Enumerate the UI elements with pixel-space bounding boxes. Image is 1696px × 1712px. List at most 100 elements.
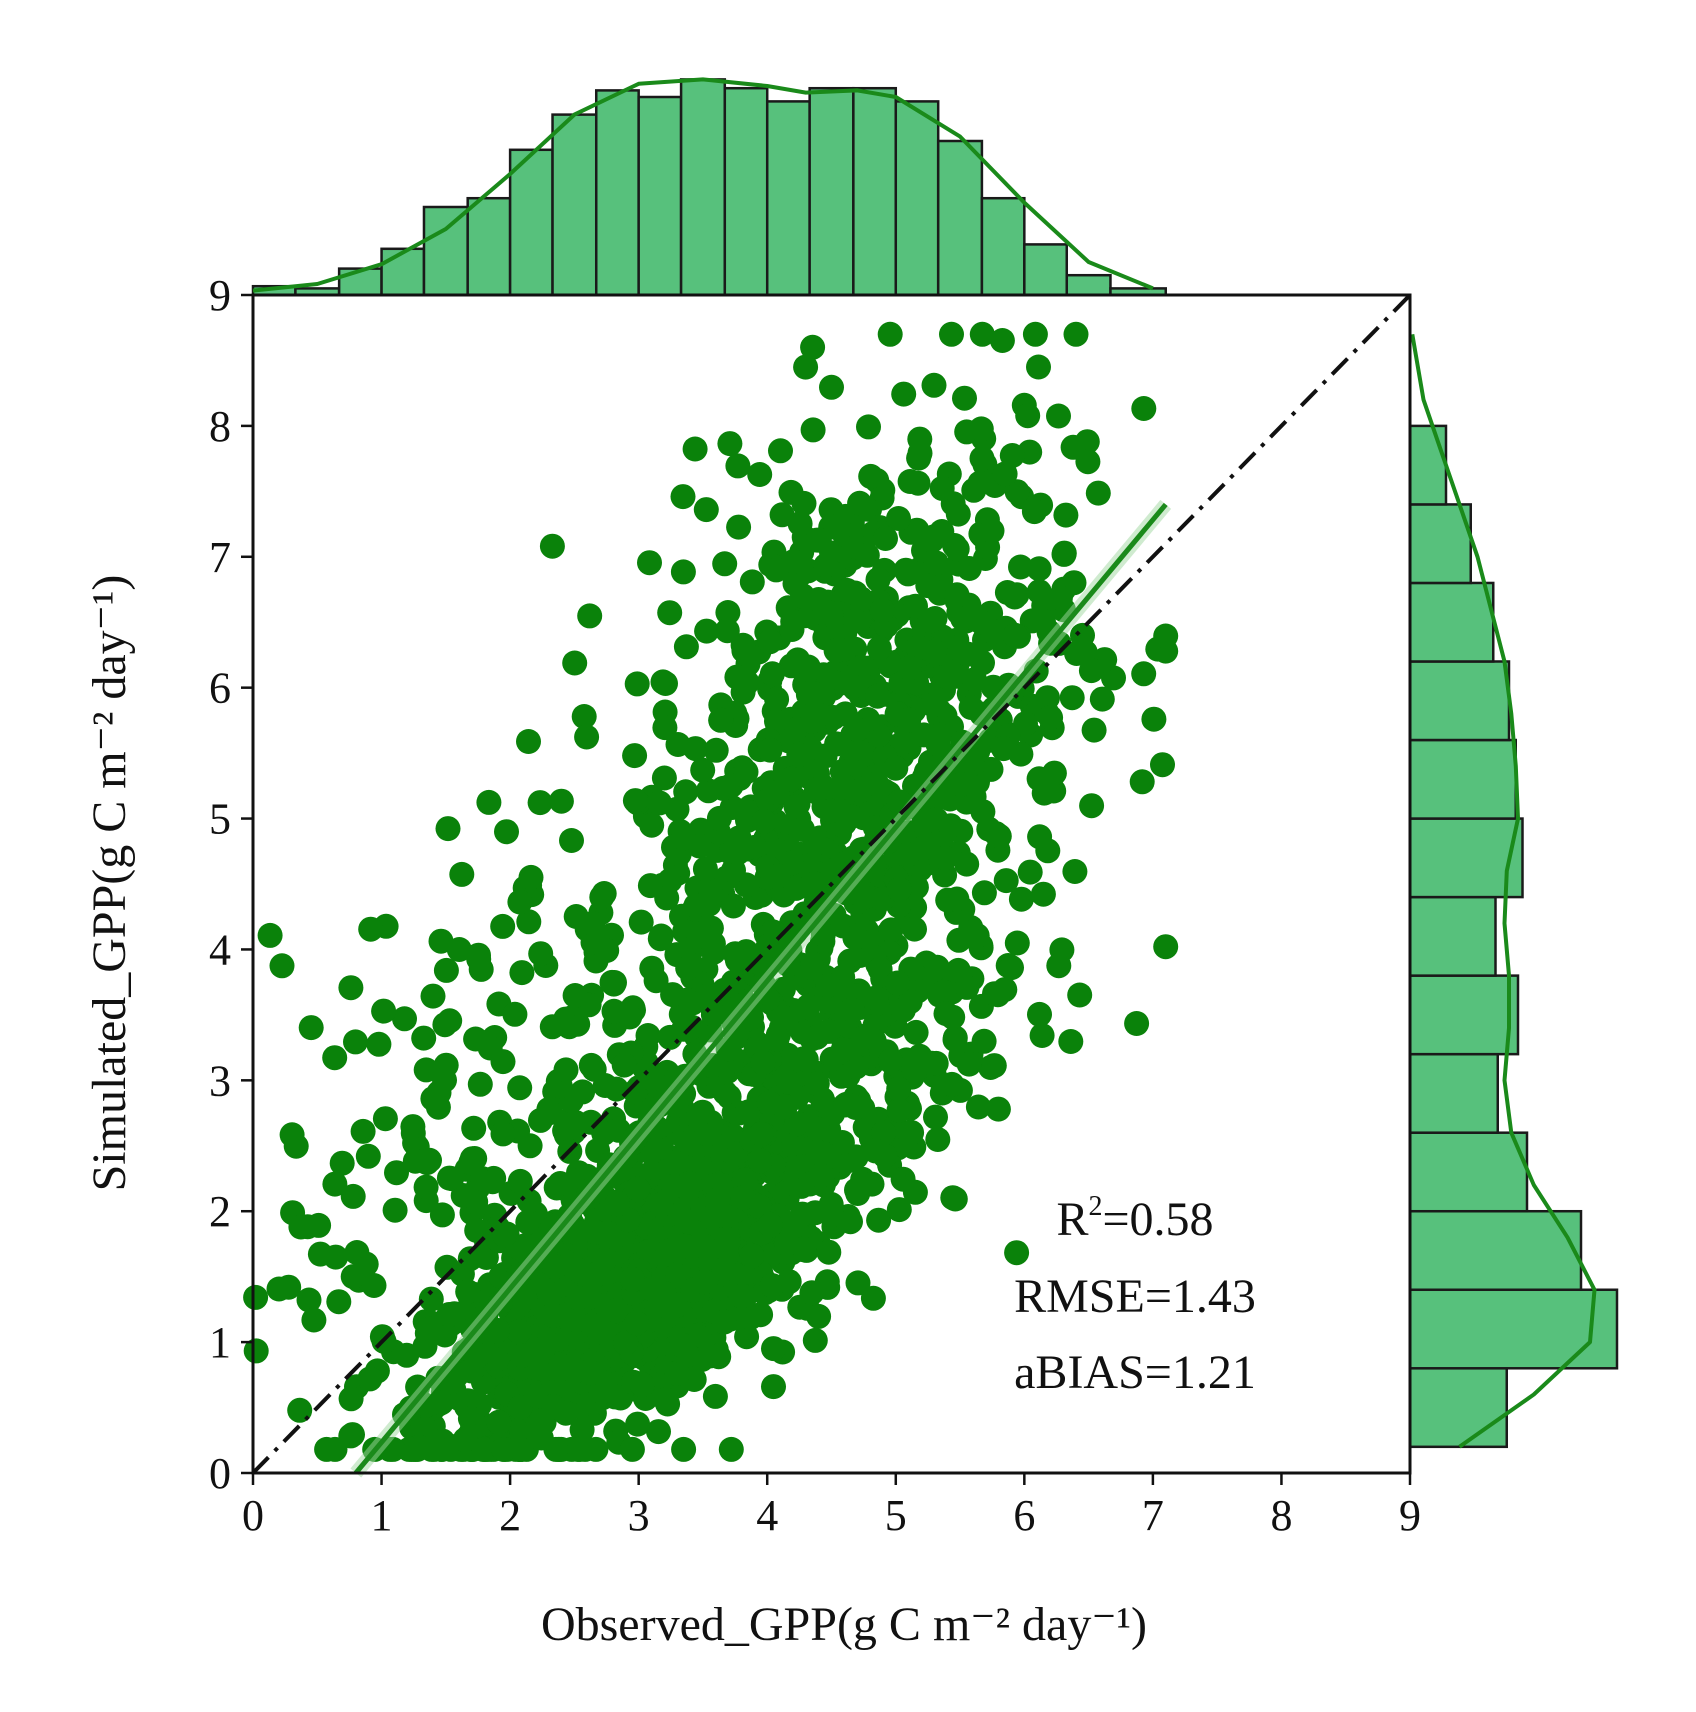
- scatter-point: [799, 1280, 825, 1306]
- scatter-point: [948, 772, 974, 797]
- scatter-point: [989, 328, 1015, 353]
- scatter-point: [670, 484, 696, 510]
- scatter-point: [541, 1303, 567, 1328]
- scatter-point: [476, 789, 502, 815]
- scatter-point: [1047, 585, 1073, 611]
- marginal-x-bar: [894, 100, 940, 297]
- scatter-point: [1081, 717, 1107, 743]
- scatter-point: [527, 790, 553, 816]
- scatter-point: [751, 809, 777, 834]
- scatter-point: [622, 788, 648, 814]
- scatter-point: [921, 372, 947, 398]
- scatter-point: [793, 354, 819, 380]
- scatter-point: [806, 1303, 832, 1329]
- scatter-point: [574, 724, 600, 750]
- marginal-y-bar: [1408, 1209, 1583, 1292]
- scatter-point: [985, 1096, 1011, 1122]
- scatter-point: [717, 431, 743, 457]
- scatter-point: [815, 973, 841, 998]
- scatter-point: [1008, 886, 1034, 912]
- marginal-y-bar: [1408, 895, 1497, 977]
- scatter-point: [338, 1386, 364, 1412]
- scatter-point: [819, 374, 844, 400]
- scatter-point: [694, 1121, 720, 1147]
- x-tick-label: 9: [1399, 1491, 1421, 1540]
- scatter-point: [637, 550, 662, 576]
- scatter-point: [932, 845, 958, 871]
- scatter-point: [579, 1312, 605, 1338]
- scatter-point: [372, 1106, 398, 1132]
- scatter-point: [866, 635, 892, 661]
- scatter-point: [490, 913, 516, 939]
- scatter-point: [726, 514, 752, 540]
- scatter-point: [492, 1222, 518, 1248]
- scatter-point: [486, 1409, 512, 1435]
- scatter-point: [1029, 1023, 1055, 1048]
- scatter-point: [322, 1045, 348, 1071]
- axis-ticks: 0 1 2 3 4 5 6 7 8 9 0 1 2 3 4 5 6 7 8 9: [209, 271, 1421, 1540]
- scatter-point: [915, 573, 941, 599]
- scatter-point: [507, 1075, 533, 1101]
- scatter-point: [917, 608, 943, 634]
- marginal-y-histogram: [1408, 333, 1619, 1449]
- scatter-point: [725, 840, 751, 866]
- marginal-y-bar: [1408, 424, 1448, 506]
- scatter-point: [467, 1071, 493, 1097]
- scatter-point: [604, 1191, 630, 1217]
- scatter-point: [693, 497, 719, 523]
- scatter-point: [243, 1284, 269, 1310]
- scatter-point: [1004, 479, 1030, 505]
- scatter-point: [507, 889, 533, 915]
- scatter-point: [800, 334, 826, 360]
- scatter-point: [886, 1076, 912, 1102]
- scatter-point: [956, 556, 982, 581]
- scatter-point: [1022, 321, 1048, 347]
- scatter-point: [724, 947, 750, 973]
- scatter-point: [1067, 982, 1093, 1008]
- scatter-point: [436, 1302, 462, 1327]
- scatter-point: [622, 743, 648, 769]
- scatter-point: [956, 1051, 982, 1077]
- scatter-point: [660, 982, 686, 1008]
- scatter-point: [968, 416, 994, 442]
- scatter-point: [466, 942, 491, 968]
- scatter-point: [808, 1163, 833, 1188]
- scatter-point: [1062, 859, 1088, 884]
- scatter-point: [340, 1183, 366, 1209]
- scatter-point: [907, 440, 933, 466]
- scatter-point: [480, 1169, 506, 1195]
- rmse-annotation: RMSE=1.43: [1014, 1270, 1256, 1323]
- scatter-point: [664, 796, 690, 822]
- scatter-point: [509, 960, 535, 986]
- fit-lines: [251, 293, 1412, 1478]
- scatter-point: [768, 438, 793, 464]
- scatter-point: [639, 812, 665, 838]
- scatter-point: [539, 533, 565, 559]
- scatter-point: [350, 1118, 376, 1144]
- marginal-y-bar: [1408, 974, 1520, 1056]
- scatter-point: [682, 436, 708, 462]
- scatter-point: [866, 1207, 892, 1233]
- scatter-point: [355, 1143, 381, 1169]
- marginal-x-bar: [936, 139, 984, 297]
- scatter-point: [712, 551, 738, 577]
- scatter-point: [583, 1219, 609, 1245]
- scatter-point: [842, 925, 868, 951]
- scatter-point: [279, 1122, 305, 1148]
- scatter-point: [999, 955, 1024, 981]
- one-to-one-line: [251, 293, 1412, 1475]
- scatter-point: [886, 876, 912, 902]
- scatter-point: [548, 788, 574, 814]
- scatter-point: [706, 805, 732, 831]
- scatter-point: [366, 1031, 392, 1057]
- marginal-x-bar: [679, 78, 727, 297]
- scatter-point: [718, 1436, 744, 1462]
- scatter-point: [625, 1176, 650, 1202]
- scatter-point: [925, 1127, 951, 1152]
- y-tick-label: 1: [209, 1318, 231, 1367]
- scatter-point: [433, 957, 459, 983]
- y-tick-label: 8: [209, 402, 231, 451]
- scatter-point: [243, 1338, 269, 1364]
- scatter-point: [750, 1050, 776, 1076]
